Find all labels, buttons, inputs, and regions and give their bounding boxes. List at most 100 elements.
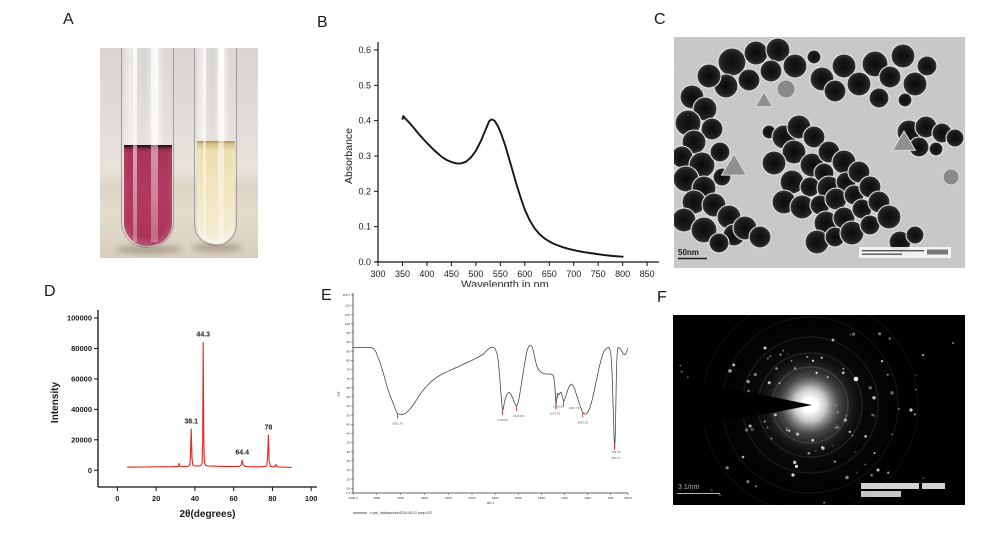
svg-text:750: 750 <box>591 269 606 279</box>
svg-text:30: 30 <box>347 450 351 454</box>
xrd-series-line <box>127 341 292 468</box>
uvvis-xlabel-clipped: Wavelength in nm <box>461 279 549 287</box>
panel-label-d: D <box>44 283 56 300</box>
svg-text:1000: 1000 <box>584 496 591 500</box>
svg-text:1260.68: 1260.68 <box>553 405 564 409</box>
svg-text:100: 100 <box>305 494 318 503</box>
svg-text:766.17: 766.17 <box>611 456 621 460</box>
saed-beam-stopper <box>673 377 812 432</box>
svg-text:0.2: 0.2 <box>358 186 371 196</box>
svg-text:115.7: 115.7 <box>342 293 350 297</box>
glass-highlight <box>133 48 137 242</box>
svg-text:105: 105 <box>345 313 350 317</box>
svg-text:15: 15 <box>347 477 351 481</box>
svg-text:10: 10 <box>347 486 351 490</box>
svg-text:700: 700 <box>566 269 581 279</box>
pink-colloid-liquid <box>123 145 172 246</box>
svg-text:100: 100 <box>345 322 350 326</box>
svg-text:850: 850 <box>640 269 655 279</box>
svg-text:44.3: 44.3 <box>196 332 210 339</box>
panel-label-f: F <box>657 289 667 306</box>
saed-metadata-bar <box>861 483 945 497</box>
tem-scale-bar: 50nm <box>678 248 707 260</box>
panel-d-xrd: 0 20000 40000 60000 80000 100000 0 20 40 60 80 100 I… <box>40 295 330 535</box>
svg-text:0.1: 0.1 <box>358 222 371 232</box>
svg-text:%T: %T <box>337 390 341 396</box>
uvvis-y-ticks: 0.0 0.1 0.2 0.3 0.4 0.5 0.6 <box>358 45 378 267</box>
saed-pattern: 3 1/nm <box>673 285 965 525</box>
svg-text:80000: 80000 <box>71 344 92 353</box>
svg-text:50: 50 <box>347 413 351 417</box>
uvvis-chart: 0.0 0.1 0.2 0.3 0.4 0.5 0.6 300 350 400 450 500 550 6… <box>343 42 659 279</box>
svg-text:0.5: 0.5 <box>358 80 371 90</box>
svg-text:1207.76: 1207.76 <box>569 406 580 410</box>
xrd-x-ticks: 0 20 40 60 80 100 <box>115 487 317 503</box>
test-tube-right <box>194 48 237 246</box>
xrd-chart: 0 20000 40000 60000 80000 100000 0 20 40 60 80 100 I… <box>50 310 317 520</box>
xrd-axes <box>97 310 317 488</box>
svg-text:3251.75: 3251.75 <box>392 421 403 425</box>
ftir-series-line <box>353 344 629 446</box>
ftir-x-axis-label: cm-1 <box>487 501 495 505</box>
glass-highlight <box>151 48 158 242</box>
saed-scale-bar: 3 1/nm <box>677 484 720 494</box>
svg-text:2400: 2400 <box>445 496 452 500</box>
glass-highlight <box>218 48 224 240</box>
yellow-extract-liquid <box>196 141 235 244</box>
svg-text:1615.84: 1615.84 <box>513 414 524 418</box>
svg-text:25: 25 <box>347 459 351 463</box>
svg-text:3600: 3600 <box>373 496 380 500</box>
svg-text:350: 350 <box>395 269 410 279</box>
svg-text:550: 550 <box>493 269 508 279</box>
svg-text:cm-1: cm-1 <box>487 501 495 505</box>
svg-text:70: 70 <box>347 377 351 381</box>
panel-label-a: A <box>63 11 74 28</box>
xrd-y-axis-label: Intensity <box>50 382 61 424</box>
panel-a-photo <box>100 48 258 258</box>
svg-text:Absorbance: Absorbance <box>343 128 355 184</box>
uvvis-x-ticks: 300 350 400 450 500 550 600 650 700 750 800 850 <box>370 262 655 279</box>
svg-text:1600: 1600 <box>515 496 522 500</box>
svg-text:78: 78 <box>264 424 272 431</box>
svg-text:20: 20 <box>347 468 351 472</box>
svg-text:2000: 2000 <box>469 496 476 500</box>
svg-text:800: 800 <box>615 269 630 279</box>
svg-text:35: 35 <box>347 441 351 445</box>
svg-text:95: 95 <box>347 331 351 335</box>
svg-text:600: 600 <box>517 269 532 279</box>
svg-text:40000: 40000 <box>71 405 92 414</box>
svg-text:55: 55 <box>347 404 351 408</box>
ftir-y-axis-label: %T <box>337 390 341 396</box>
svg-text:50nm: 50nm <box>678 248 699 257</box>
panel-e-ftir: 115.7 110 105 100 95 90 85 80 75 70 65 60 55 50 45 40 35… <box>333 290 645 525</box>
panel-b-uvvis: 0.0 0.1 0.2 0.3 0.4 0.5 0.6 300 350 400 450 500 550 6… <box>330 30 660 295</box>
ftir-legend: c:\pel_data\spectra\2019-08-02 aunp.002 <box>353 511 432 515</box>
svg-text:85: 85 <box>347 349 351 353</box>
svg-text:20: 20 <box>152 494 160 503</box>
svg-text:60: 60 <box>229 494 237 503</box>
svg-text:20000: 20000 <box>71 435 92 444</box>
ftir-chart: 115.7 110 105 100 95 90 85 80 75 70 65 60 55 50 45 40 35… <box>337 293 632 515</box>
panel-label-b: B <box>317 14 328 31</box>
tem-micrograph: 50nm <box>670 37 965 268</box>
svg-text:1735.81: 1735.81 <box>497 418 508 422</box>
svg-text:300: 300 <box>370 269 385 279</box>
test-tube-left <box>121 48 174 248</box>
svg-text:400: 400 <box>419 269 434 279</box>
svg-text:60: 60 <box>347 395 351 399</box>
uvvis-axes <box>375 42 659 263</box>
panel-label-c: C <box>654 11 666 28</box>
svg-text:3200: 3200 <box>397 496 404 500</box>
tube-shadow-left <box>116 245 182 254</box>
svg-text:0.3: 0.3 <box>358 151 371 161</box>
svg-text:38.1: 38.1 <box>184 418 198 425</box>
saed-diffraction-spots <box>679 332 955 504</box>
tube-shadow-right <box>192 243 242 252</box>
svg-text:1800: 1800 <box>492 496 499 500</box>
svg-text:450: 450 <box>444 269 459 279</box>
uvvis-series-line <box>401 115 624 258</box>
svg-text:764.03: 764.03 <box>611 450 621 454</box>
xrd-y-ticks: 0 20000 40000 60000 80000 100000 <box>67 314 98 475</box>
svg-text:0.0: 0.0 <box>358 257 371 267</box>
svg-text:3 1/nm: 3 1/nm <box>678 484 700 491</box>
